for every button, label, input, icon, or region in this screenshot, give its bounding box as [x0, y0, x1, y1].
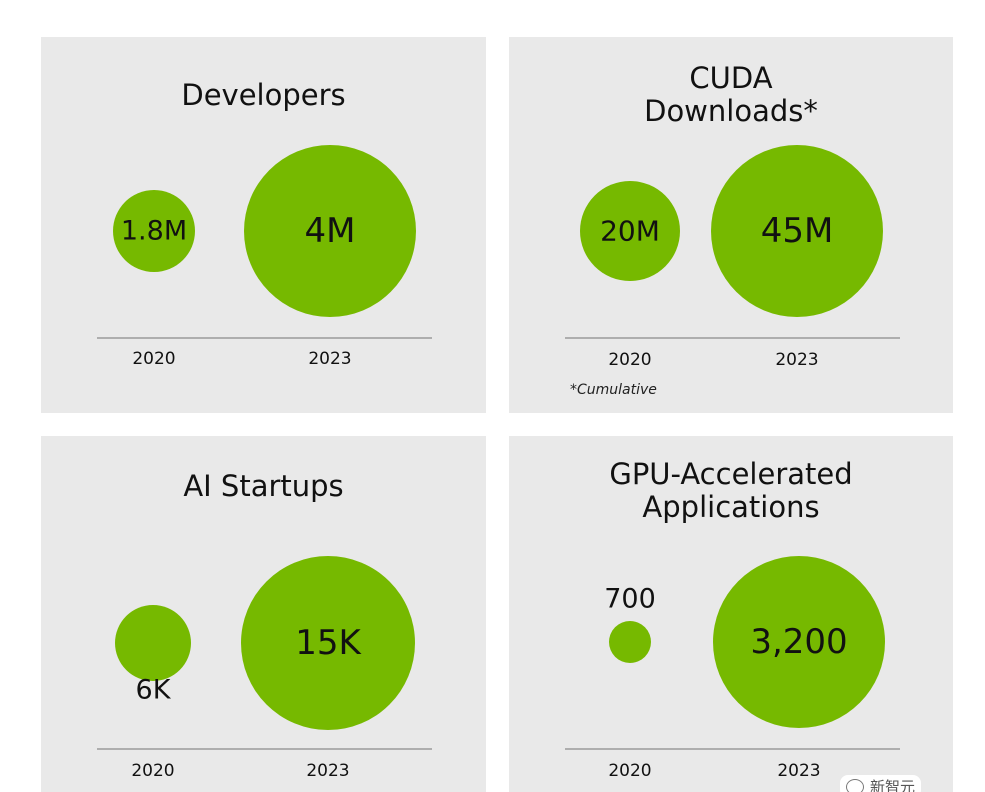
bubble-value-label-2020: 1.8M: [121, 216, 187, 247]
year-tick-label-2020: 2020: [131, 761, 174, 781]
chart-title: Developers: [181, 78, 346, 112]
watermark-text: 新智元: [869, 778, 915, 792]
bubble-value-label-2020: 700: [604, 584, 656, 615]
year-tick-label-2020: 2020: [608, 350, 651, 370]
bubble-value-label-2023: 4M: [305, 211, 356, 251]
bubble-2023: [244, 145, 416, 317]
chart-panel-developers: Developers 1.8M 4M 2020 2023: [41, 37, 486, 413]
bubble-value-label-2020: 20M: [600, 215, 660, 248]
bubble-value-label-2023: 45M: [761, 211, 834, 251]
year-tick-label-2023: 2023: [306, 761, 349, 781]
chart-title-line-1: CUDA: [689, 61, 773, 95]
bubble-2023: [241, 556, 415, 730]
bubble-chart-svg: 20M 45M 2020 2023: [565, 145, 900, 370]
year-tick-label-2023: 2023: [308, 349, 351, 369]
chart-title-line-2: Applications: [642, 490, 820, 524]
chart-title-line-1: GPU-Accelerated: [609, 457, 853, 491]
chart-title-line-2: Downloads*: [644, 94, 818, 128]
bubble-chart-svg: 1.8M 4M 2020 2023: [97, 145, 432, 369]
wechat-icon: [845, 778, 864, 792]
bubble-2020: [113, 190, 195, 272]
watermark: 新智元: [839, 775, 921, 792]
bubble-chart-svg: 6K 15K 2020 2023: [97, 556, 432, 781]
bubble-2020: [115, 605, 191, 681]
chart-panel-cuda-downloads: CUDA Downloads* 20M 45M 2020 2023 *Cumulati…: [509, 37, 953, 413]
bubble-chart-svg: 700 3,200 2020 2023: [565, 556, 900, 781]
bubble-value-label-2023: 15K: [295, 623, 362, 663]
year-tick-label-2020: 2020: [608, 761, 651, 781]
bubble-2023: [713, 556, 885, 728]
bubble-2020: [580, 181, 680, 281]
chart-panel-gpu-applications: GPU-Accelerated Applications 700 3,200 202…: [509, 436, 953, 792]
bubble-value-label-2020: 6K: [136, 675, 172, 706]
year-tick-label-2020: 2020: [132, 349, 175, 369]
chart-panel-ai-startups: AI Startups 6K 15K 2020 2023: [41, 436, 486, 792]
bubble-2020: [609, 621, 651, 663]
year-tick-label-2023: 2023: [775, 350, 818, 370]
chart-title: AI Startups: [183, 469, 344, 503]
bubble-2023: [711, 145, 883, 317]
bubble-value-label-2023: 3,200: [750, 622, 847, 662]
chart-footnote: *Cumulative: [570, 382, 657, 398]
year-tick-label-2023: 2023: [777, 761, 820, 781]
